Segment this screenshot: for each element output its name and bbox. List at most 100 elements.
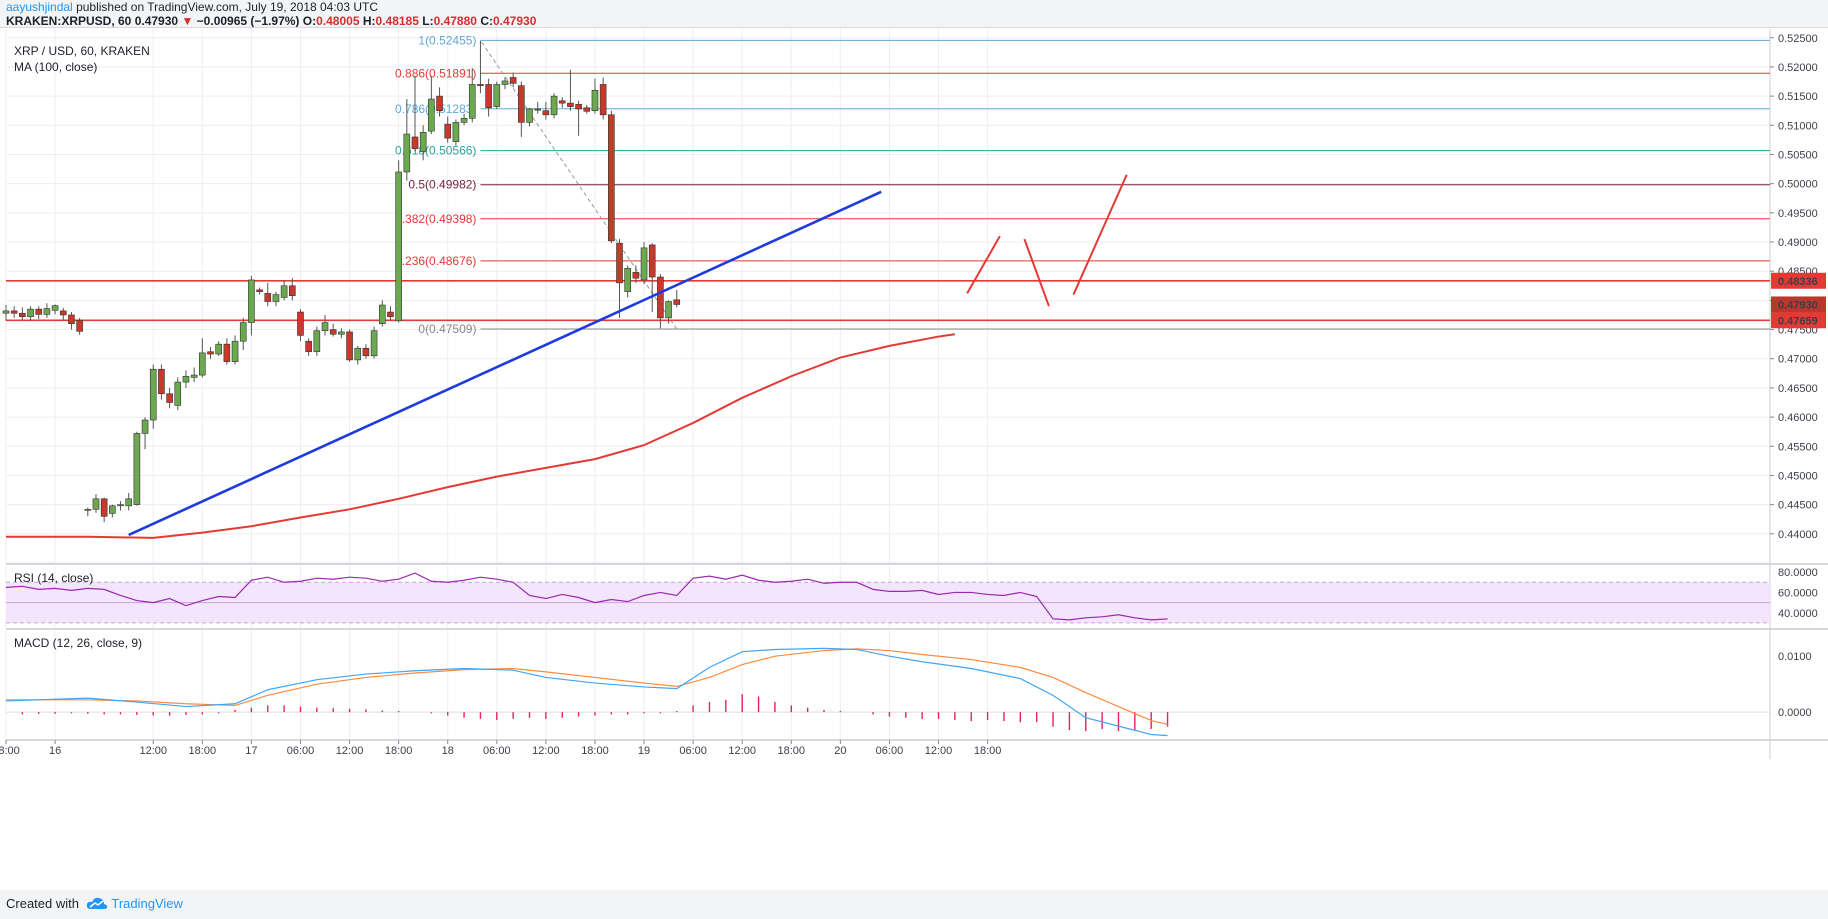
candle-body: [27, 308, 34, 318]
candle-body: [92, 498, 100, 510]
candle-body: [648, 244, 656, 278]
author-link[interactable]: aayushjindal: [6, 0, 73, 14]
macd-signal-line: [6, 648, 1168, 726]
candle: [125, 492, 132, 511]
candle: [141, 417, 149, 450]
macd-legend: MACD (12, 26, close, 9): [14, 636, 142, 650]
time-tick-label: 12:00: [336, 745, 364, 757]
candle-body: [477, 84, 484, 86]
candle: [35, 306, 43, 320]
tradingview-brand: TradingView: [111, 896, 183, 911]
candle: [509, 72, 517, 88]
price-tick-label: 0.51000: [1778, 120, 1818, 132]
candle-body: [452, 122, 460, 142]
fib-level-label: 0.5(0.49982): [408, 178, 476, 192]
candle-body: [338, 331, 345, 335]
candle: [444, 116, 452, 143]
candle: [599, 77, 607, 120]
candle: [395, 160, 402, 323]
candle-body: [411, 136, 419, 149]
candle-body: [321, 322, 329, 332]
candle: [68, 312, 75, 330]
candle: [575, 100, 582, 136]
candle: [27, 306, 34, 321]
candle: [329, 323, 337, 337]
candle: [248, 275, 255, 336]
candle-body: [624, 267, 631, 292]
candle-body: [395, 171, 402, 322]
candle-body: [248, 279, 255, 323]
trading-chart[interactable]: 1(0.52455)0.886(0.51891)0.786(0.51283)0.…: [0, 29, 1828, 889]
candle-body: [133, 433, 141, 505]
candle-body: [35, 308, 43, 315]
candle-body: [542, 110, 550, 116]
candle: [648, 243, 656, 313]
candle: [534, 101, 542, 114]
candle: [493, 81, 501, 109]
candle: [305, 338, 312, 356]
rsi-line: [5, 572, 1168, 621]
open-value: 0.48005: [316, 14, 360, 28]
candle: [158, 364, 165, 400]
candle-body: [526, 108, 533, 123]
candle-body: [76, 319, 83, 332]
candle-body: [567, 102, 574, 107]
price-tick-label: 0.50500: [1778, 149, 1818, 161]
candle-body: [182, 375, 190, 383]
candle-body: [583, 107, 591, 112]
scenario-stroke: [1072, 174, 1128, 295]
high-label: H:: [362, 14, 376, 28]
candle-body: [354, 347, 362, 361]
rsi-legend: RSI (14, close): [14, 571, 93, 585]
candle-body: [305, 340, 312, 353]
open-label: O:: [302, 14, 317, 28]
candle-body: [591, 89, 599, 112]
time-tick-label: 18:00: [974, 745, 1002, 757]
candle: [166, 387, 173, 409]
price-tick-label: 0.52500: [1778, 33, 1818, 45]
change-value: −0.00965 (−1.97%): [196, 14, 300, 28]
candle-body: [297, 311, 304, 336]
candle: [239, 317, 247, 350]
candle: [313, 326, 321, 356]
candle: [665, 300, 672, 324]
price-tick-label: 0.45000: [1778, 470, 1818, 482]
candle-body: [141, 419, 149, 434]
candle: [460, 113, 468, 126]
candle: [51, 304, 59, 315]
tradingview-logo[interactable]: TradingView: [86, 894, 183, 914]
candle-body: [125, 498, 132, 507]
candle: [624, 265, 631, 298]
candle: [387, 306, 394, 321]
candle: [518, 81, 525, 137]
rsi-tick-label: 60.0000: [1778, 587, 1818, 599]
blue-trendline: [128, 190, 882, 537]
candle: [223, 338, 231, 365]
support-price-tag-bg: [1771, 312, 1826, 329]
ma-line: [6, 333, 956, 539]
candle: [558, 97, 566, 108]
candle: [84, 507, 92, 517]
candle-body: [387, 311, 394, 318]
candle-body: [632, 272, 640, 279]
candle-body: [2, 310, 10, 314]
candle: [477, 40, 484, 94]
candle: [501, 77, 509, 90]
candle-body: [190, 374, 198, 378]
time-tick-label: 06:00: [287, 745, 315, 757]
candle: [452, 119, 460, 146]
time-tick-label: 17: [245, 745, 257, 757]
tradingview-cloud-icon: [86, 897, 108, 909]
candle: [428, 75, 435, 135]
published-text: published on TradingView.com, July 19, 2…: [76, 0, 379, 14]
candle-body: [346, 331, 353, 361]
candle: [59, 307, 67, 321]
candle-body: [288, 285, 296, 297]
fib-level-label: 0.236(0.48676): [395, 254, 476, 268]
candle-body: [158, 368, 165, 395]
candle: [403, 99, 411, 181]
high-value: 0.48185: [375, 14, 419, 28]
scenario-stroke: [1023, 238, 1050, 307]
candle: [657, 274, 664, 329]
candle-body: [166, 393, 173, 403]
